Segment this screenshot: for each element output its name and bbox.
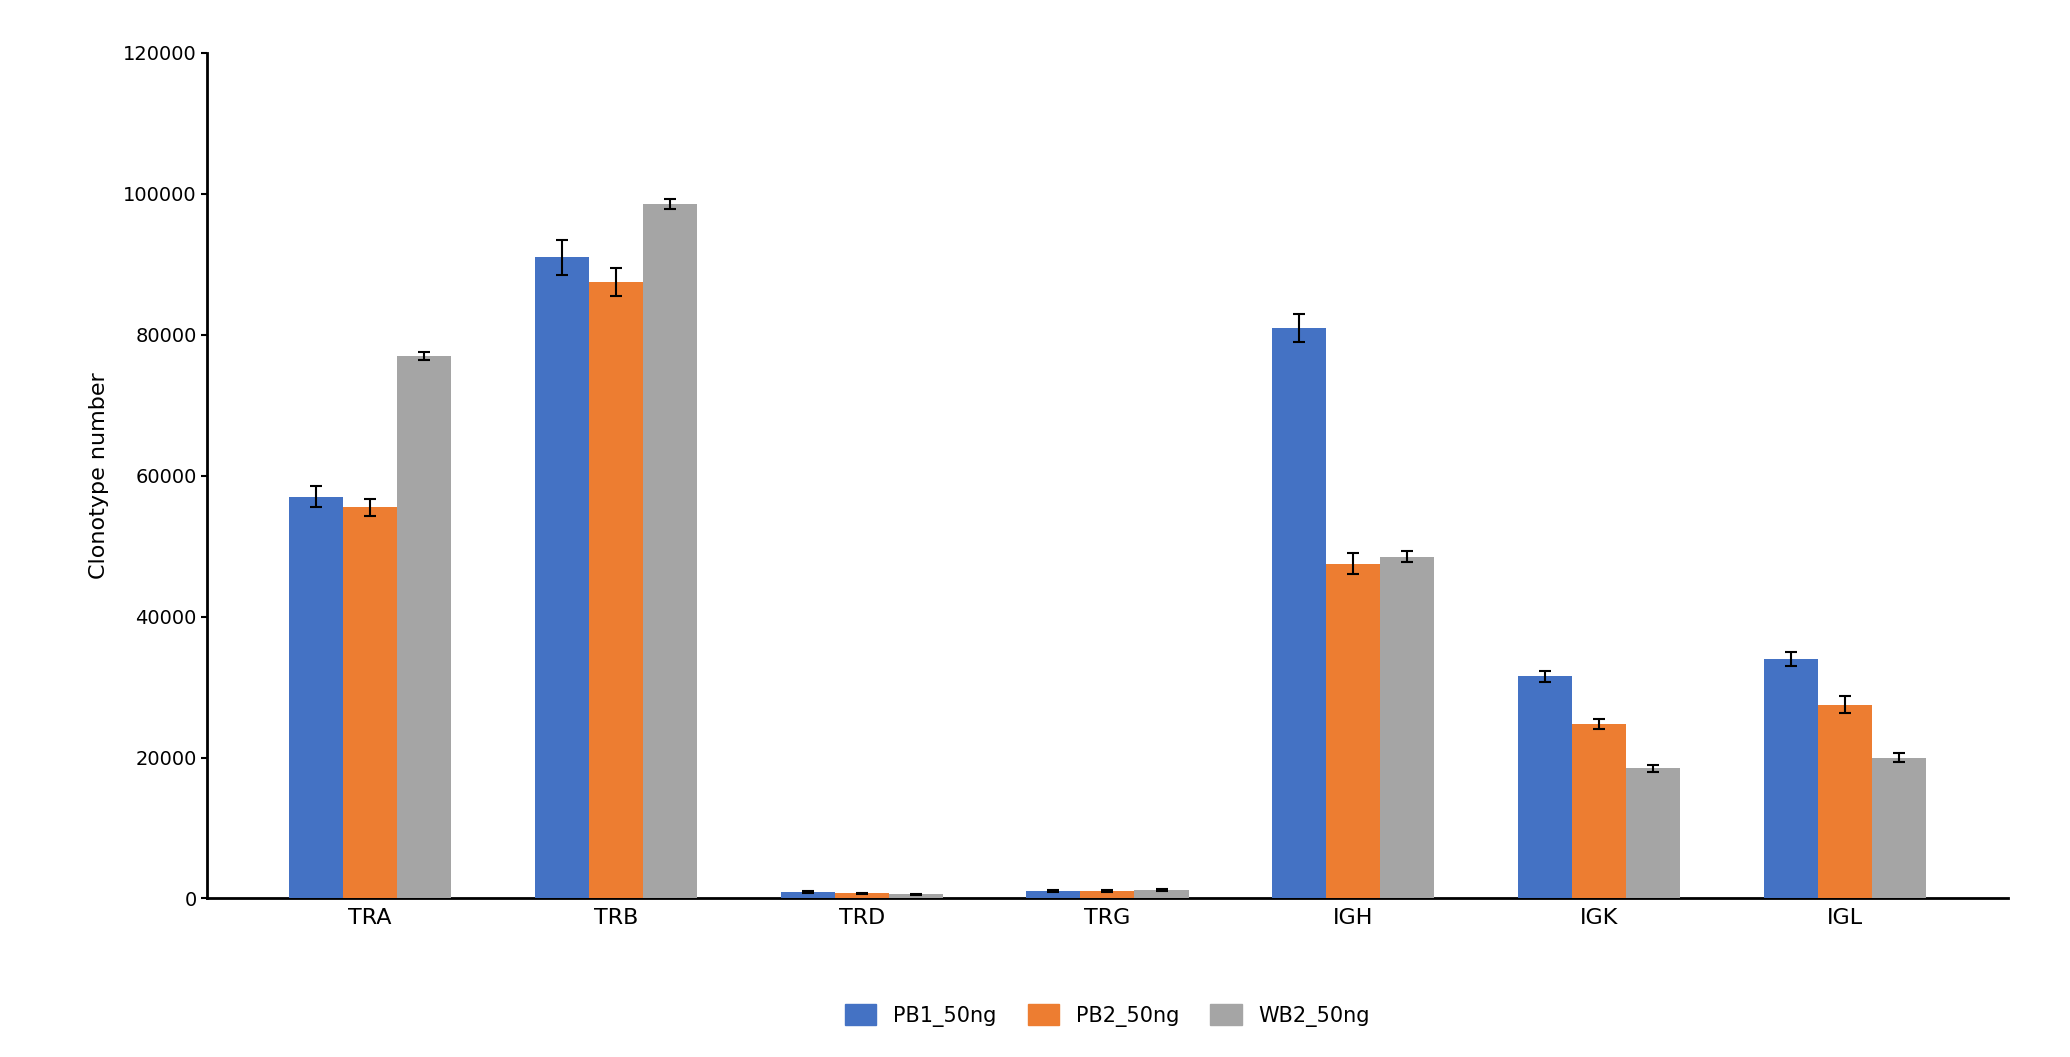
Bar: [1517, 676, 1571, 898]
Bar: [780, 892, 834, 898]
Y-axis label: Clonotype number: Clonotype number: [89, 372, 110, 579]
Bar: [344, 507, 397, 898]
Bar: [1764, 659, 1817, 898]
Bar: [290, 497, 344, 898]
Bar: [1327, 563, 1381, 898]
Bar: [1027, 891, 1081, 898]
Bar: [534, 257, 588, 898]
Bar: [1871, 758, 1925, 898]
Bar: [834, 893, 888, 898]
Bar: [888, 894, 942, 898]
Bar: [1571, 724, 1627, 898]
Bar: [588, 282, 644, 898]
Bar: [397, 356, 451, 898]
Bar: [1381, 557, 1435, 898]
Bar: [1627, 768, 1681, 898]
Bar: [1817, 705, 1871, 898]
Legend: PB1_50ng, PB2_50ng, WB2_50ng: PB1_50ng, PB2_50ng, WB2_50ng: [834, 994, 1381, 1037]
Bar: [1081, 891, 1134, 898]
Bar: [1273, 328, 1327, 898]
Bar: [1134, 890, 1188, 898]
Bar: [644, 204, 698, 898]
